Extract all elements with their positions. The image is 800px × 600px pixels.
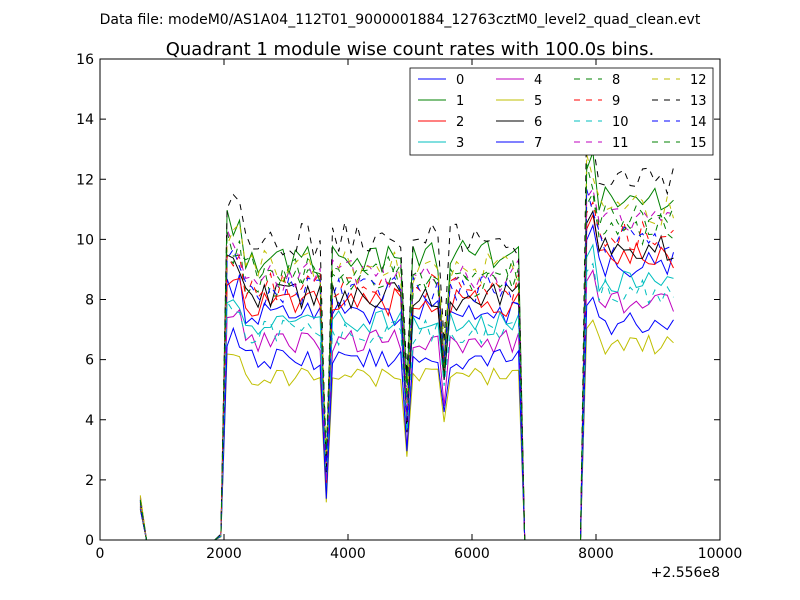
legend-label-11: 11 bbox=[612, 136, 629, 151]
y-tick-label: 6 bbox=[85, 353, 94, 369]
legend-label-3: 3 bbox=[456, 136, 464, 151]
legend-label-9: 9 bbox=[612, 94, 620, 109]
legend-label-12: 12 bbox=[690, 73, 707, 88]
legend-box bbox=[409, 67, 714, 156]
legend-label-13: 13 bbox=[690, 94, 707, 109]
series-line-10 bbox=[139, 262, 674, 541]
y-tick-label: 16 bbox=[76, 52, 94, 68]
series-layer bbox=[139, 116, 674, 541]
y-tick-label: 12 bbox=[76, 172, 94, 188]
legend-label-4: 4 bbox=[534, 73, 542, 88]
y-tick-label: 4 bbox=[85, 413, 94, 429]
legend-label-2: 2 bbox=[456, 115, 464, 130]
series-line-11 bbox=[139, 187, 674, 541]
series-line-7 bbox=[139, 296, 674, 541]
y-tick-label: 14 bbox=[76, 112, 94, 128]
x-tick-label: 6000 bbox=[454, 546, 490, 562]
y-tick-label: 8 bbox=[85, 293, 94, 309]
y-tick-label: 10 bbox=[76, 232, 94, 248]
legend-label-7: 7 bbox=[534, 136, 542, 151]
series-line-13 bbox=[139, 116, 674, 541]
x-tick-label: 10000 bbox=[698, 546, 743, 562]
legend-label-14: 14 bbox=[690, 115, 707, 130]
y-tick-label: 0 bbox=[85, 533, 94, 549]
x-tick-label: 0 bbox=[96, 546, 105, 562]
x-tick-label: 4000 bbox=[330, 546, 366, 562]
y-tick-label: 2 bbox=[85, 473, 94, 489]
data-file-caption: Data file: modeM0/AS1A04_112T01_90000018… bbox=[100, 12, 701, 28]
legend-label-6: 6 bbox=[534, 115, 542, 130]
x-tick-label: 8000 bbox=[578, 546, 614, 562]
x-tick-label: 2000 bbox=[206, 546, 242, 562]
series-line-14 bbox=[139, 189, 674, 541]
legend-label-5: 5 bbox=[534, 94, 542, 109]
legend-label-15: 15 bbox=[690, 136, 707, 151]
legend-label-8: 8 bbox=[612, 73, 620, 88]
x-offset-label: +2.556e8 bbox=[651, 565, 720, 581]
legend-label-0: 0 bbox=[456, 73, 464, 88]
legend-label-1: 1 bbox=[456, 94, 464, 109]
chart-title: Quadrant 1 module wise count rates with … bbox=[166, 39, 655, 60]
legend-label-10: 10 bbox=[612, 115, 629, 130]
